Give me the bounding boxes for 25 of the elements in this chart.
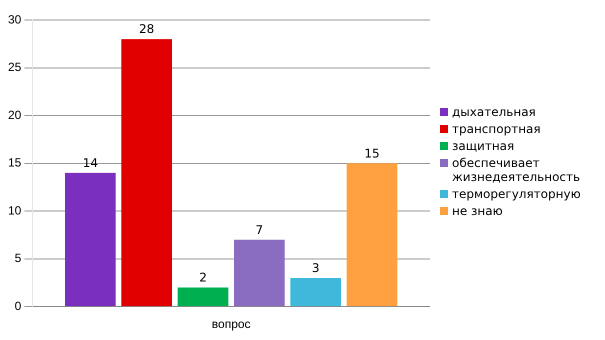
- legend-label: защитная: [452, 139, 514, 153]
- data-label: 3: [312, 261, 320, 276]
- legend-label: не знаю: [452, 204, 503, 218]
- legend-label: транспортная: [452, 122, 541, 136]
- y-tick-label: 30: [8, 12, 22, 26]
- data-label: 28: [139, 22, 154, 36]
- y-tick-label: 10: [8, 203, 22, 218]
- y-tick-label: 5: [14, 251, 22, 266]
- bar: [290, 278, 342, 306]
- bar: [234, 240, 285, 306]
- legend-label: терморегуляторную: [452, 187, 581, 201]
- y-tick-label: 25: [8, 60, 22, 74]
- data-label: 15: [364, 146, 380, 160]
- y-tick-label: 20: [8, 108, 22, 122]
- bar: [121, 39, 172, 306]
- y-tick-label: 15: [8, 156, 22, 170]
- legend-label: дыхательная: [452, 105, 536, 119]
- data-label: 7: [256, 222, 264, 237]
- data-label: 2: [199, 270, 207, 285]
- data-label: 14: [82, 156, 98, 170]
- x-tick-label: вопрос: [212, 317, 251, 332]
- y-tick-label: 0: [14, 298, 22, 313]
- bar: [178, 287, 228, 306]
- bar: [64, 172, 116, 306]
- bar: [346, 163, 398, 306]
